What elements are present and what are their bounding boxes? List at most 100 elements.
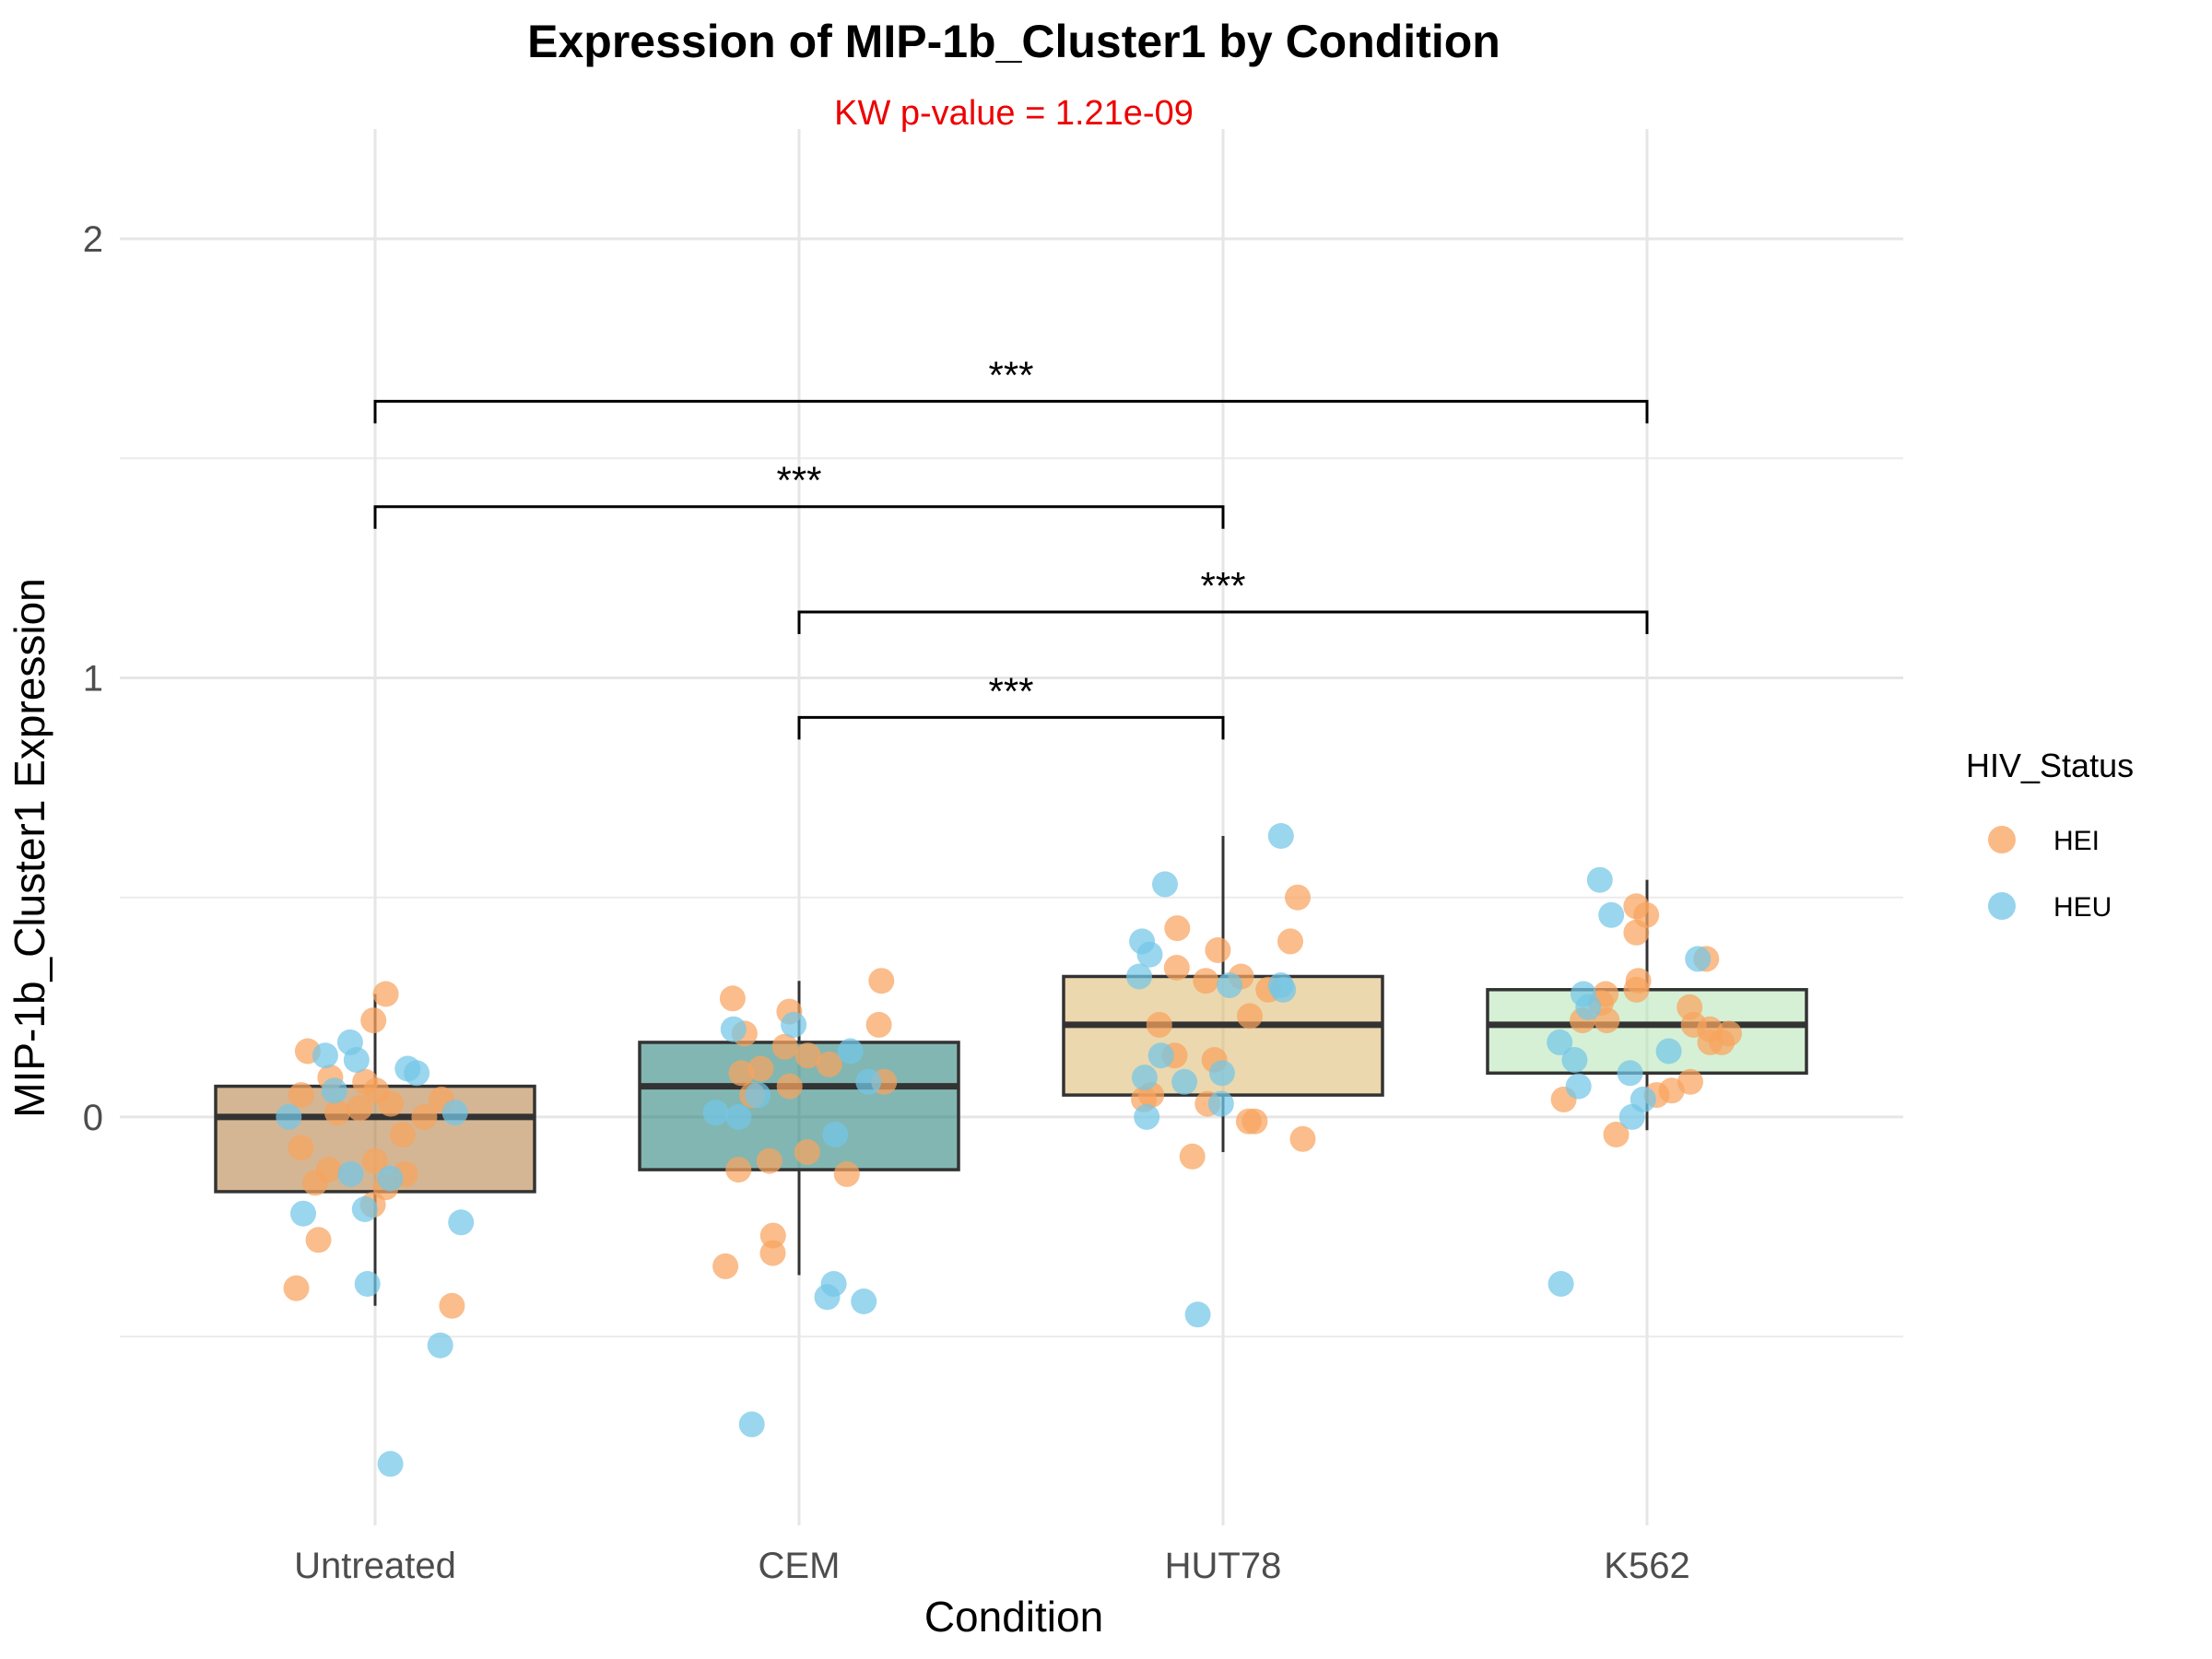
point-hei [756,1147,782,1174]
significance-label: *** [988,669,1033,712]
point-heu [1547,1271,1574,1297]
point-heu [725,1103,752,1130]
x-tick-label-cem: CEM [759,1546,841,1586]
point-heu [290,1200,316,1227]
legend-label-hei: HEI [2053,826,2100,856]
point-heu [1136,941,1163,968]
point-heu [1171,1068,1198,1095]
point-hei [1603,1122,1630,1147]
chart-subtitle: KW p-value = 1.21e-09 [834,94,1194,133]
point-heu [1207,1090,1234,1117]
point-hei [288,1135,314,1161]
point-hei [816,1051,842,1077]
point-heu [720,1016,747,1042]
point-hei [719,985,746,1012]
point-heu [837,1038,864,1065]
point-heu [702,1100,729,1126]
point-heu [343,1047,370,1073]
point-hei [712,1253,739,1279]
point-hei [1237,1003,1263,1030]
bracket-untreated-k562: *** [373,353,1649,424]
box-untreated [214,994,536,1306]
legend: HIV_Status HEI HEU [1966,747,2134,923]
point-heu [337,1160,364,1187]
chart-title: Expression of MIP-1b_Cluster1 by Conditi… [527,16,1500,67]
point-hei [868,968,895,994]
point-hei [378,1090,404,1117]
point-heu [1152,871,1178,898]
point-hei [1594,1007,1620,1034]
point-hei [302,1170,328,1196]
box-body [214,1084,536,1194]
point-hei [389,1122,416,1147]
jitter-points [276,823,1742,1477]
point-heu [1655,1038,1682,1065]
point-heu [1131,1065,1158,1091]
point-heu [745,1082,771,1109]
point-heu [354,1271,381,1297]
point-heu [1126,963,1152,990]
point-heu [1147,1042,1174,1069]
point-heu [781,1011,807,1038]
point-hei [1205,936,1231,963]
point-heu [404,1060,430,1087]
point-heu [822,1122,849,1147]
point-hei [1164,915,1191,942]
point-heu [427,1332,453,1359]
significance-label: *** [776,459,821,502]
point-heu [441,1100,468,1126]
bracket-cem-hut78: *** [797,669,1225,740]
point-heu [1270,976,1297,1003]
point-hei [1623,976,1650,1003]
point-hei [1623,919,1650,946]
point-heu [448,1209,475,1236]
point-hei [347,1095,373,1122]
point-hei [324,1100,350,1126]
bracket-line [797,610,1649,635]
point-heu [1618,1103,1645,1130]
point-heu [377,1451,404,1477]
point-hei [794,1139,820,1165]
point-hei [360,1007,387,1034]
point-heu [276,1103,302,1130]
legend-label-heu: HEU [2053,892,2112,923]
point-hei [1146,1011,1172,1038]
point-hei [1697,1029,1724,1055]
legend-swatch-hei [1988,826,2016,853]
point-heu [1586,866,1613,893]
y-tick-label: 1 [83,659,103,700]
bracket-line [373,505,1225,529]
point-hei [725,1157,752,1183]
point-hei [439,1292,465,1319]
bracket-cem-k562: *** [797,564,1649,635]
point-heu [1685,946,1712,972]
point-heu [1561,1047,1588,1073]
point-heu [1598,901,1625,928]
point-heu [1617,1060,1643,1087]
legend-title: HIV_Status [1966,747,2134,784]
point-hei [759,1240,786,1266]
point-hei [865,1011,892,1038]
point-hei [1289,1125,1316,1152]
point-hei [747,1055,774,1082]
x-tick-label-k562: K562 [1604,1546,1689,1586]
point-heu [1134,1103,1160,1130]
point-heu [1565,1073,1592,1100]
box-body [1486,988,1808,1076]
point-hei [1277,928,1303,955]
point-hei [728,1060,755,1087]
point-heu [1184,1301,1211,1328]
x-axis-label: Condition [924,1593,1103,1641]
point-heu [377,1165,404,1192]
point-hei [372,981,399,1007]
point-heu [321,1077,347,1104]
point-hei [283,1275,310,1301]
significance-brackets: *** *** *** *** [373,353,1649,740]
point-hei [1285,884,1311,911]
point-heu [351,1196,378,1222]
point-hei [794,1042,821,1069]
point-hei [288,1082,314,1109]
significance-label: *** [988,353,1033,396]
bracket-line [797,715,1225,740]
point-hei [411,1103,438,1130]
